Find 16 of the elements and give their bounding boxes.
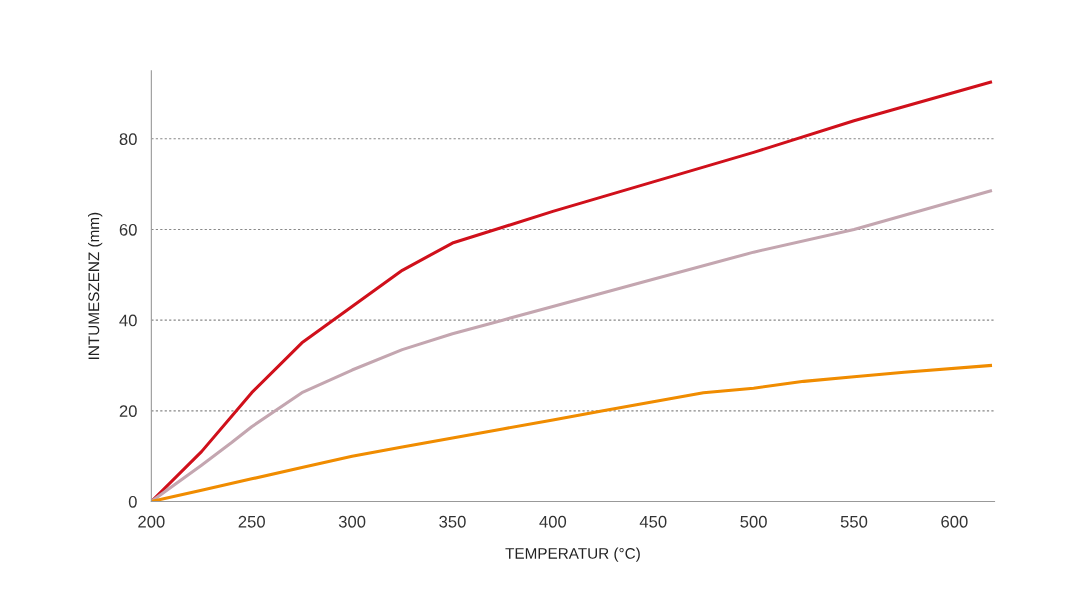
x-tick-label: 450 [639, 515, 667, 528]
y-tick-label: 60 [119, 223, 137, 236]
x-tick-label: 600 [941, 515, 968, 528]
x-tick-label: 250 [238, 515, 265, 528]
x-tick-label: 300 [338, 515, 366, 528]
x-axis-title: TEMPERATUR (°C) [505, 547, 640, 562]
x-tick-label: 400 [539, 515, 567, 528]
y-tick-label: 80 [119, 133, 137, 146]
y-axis-title: INTUMESZENZ (mm) [88, 212, 103, 359]
x-tick-label: 550 [840, 515, 868, 528]
y-tick-label: 0 [128, 495, 137, 508]
x-tick-label: 500 [740, 515, 767, 528]
y-tick-label: 40 [119, 314, 137, 327]
y-tick-label: 20 [119, 405, 137, 418]
x-tick-label: 200 [138, 515, 165, 528]
x-tick-label: 350 [439, 515, 466, 528]
